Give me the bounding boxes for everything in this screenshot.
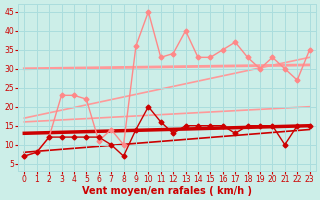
X-axis label: Vent moyen/en rafales ( km/h ): Vent moyen/en rafales ( km/h ) bbox=[82, 186, 252, 196]
